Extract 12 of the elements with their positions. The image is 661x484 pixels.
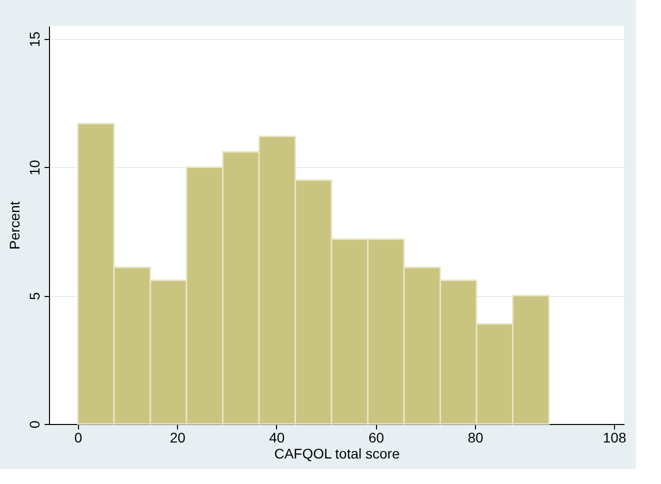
- y-tick-label: 5: [26, 292, 42, 300]
- x-tick-label: 20: [170, 430, 186, 446]
- x-tick-label: 40: [269, 430, 285, 446]
- y-axis-title: Percent: [6, 201, 22, 250]
- x-tick-label: 60: [368, 430, 384, 446]
- y-tick-label: 10: [26, 160, 42, 176]
- x-tick-label: 108: [602, 430, 626, 446]
- y-tick-label: 15: [26, 31, 42, 48]
- x-tick-label: 80: [468, 430, 484, 446]
- y-tick-label: 0: [26, 420, 42, 428]
- x-tick-label: 0: [74, 430, 82, 446]
- x-axis-title: CAFQOL total score: [274, 446, 400, 462]
